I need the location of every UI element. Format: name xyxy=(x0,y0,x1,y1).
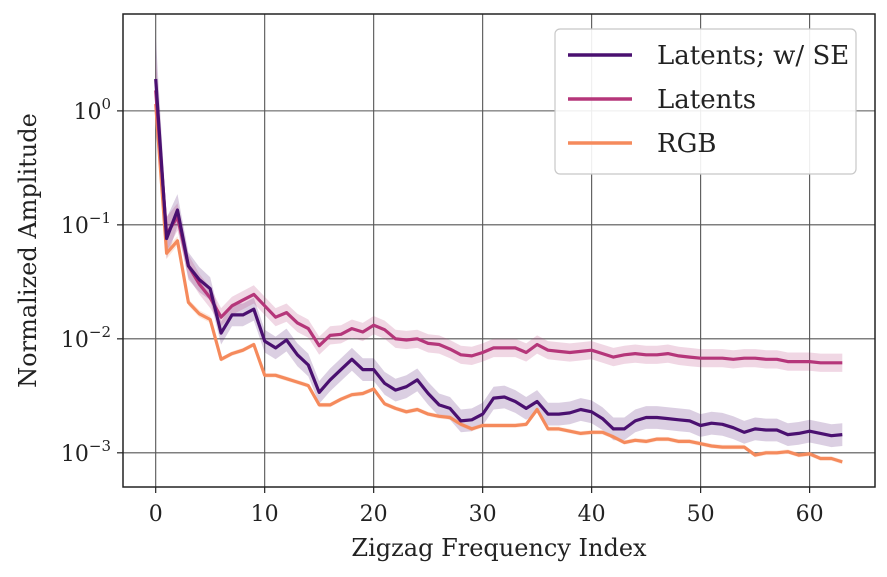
y-tick-exponent: −2 xyxy=(89,323,111,341)
plot-frame xyxy=(122,13,876,488)
legend-label: Latents xyxy=(657,85,756,115)
x-tick-label: 40 xyxy=(578,502,606,527)
y-tick-base: 10 xyxy=(61,442,89,467)
y-tick-label: 100 xyxy=(73,95,111,125)
y-axis-label: Normalized Amplitude xyxy=(14,113,42,388)
series-line xyxy=(154,103,843,464)
x-tick-label: 60 xyxy=(796,502,824,527)
y-tick-exponent: 0 xyxy=(101,95,111,113)
legend: Latents; w/ SE Latents RGB xyxy=(554,28,857,175)
y-tick-label: 10−1 xyxy=(61,209,111,239)
x-axis-label: Zigzag Frequency Index xyxy=(351,534,647,562)
y-tick-exponent: −1 xyxy=(89,209,111,227)
legend-label: RGB xyxy=(657,129,716,159)
y-tick-base: 10 xyxy=(73,100,101,125)
x-ticks: 0 10 20 30 40 50 60 xyxy=(149,487,824,527)
legend-box xyxy=(554,28,857,175)
y-tick-exponent: −3 xyxy=(89,437,111,455)
y-tick-label: 10−2 xyxy=(61,323,111,353)
x-tick-label: 0 xyxy=(149,502,163,527)
x-tick-label: 20 xyxy=(360,502,388,527)
series-line xyxy=(154,90,843,365)
y-tick-base: 10 xyxy=(61,328,89,353)
y-tick-label: 10−3 xyxy=(61,437,111,467)
legend-label: Latents; w/ SE xyxy=(657,41,849,71)
x-tick-label: 30 xyxy=(469,502,497,527)
series-line xyxy=(154,78,843,438)
x-tick-label: 10 xyxy=(251,502,279,527)
x-tick-label: 50 xyxy=(687,502,715,527)
y-tick-base: 10 xyxy=(61,214,89,239)
series-lines xyxy=(154,78,843,464)
